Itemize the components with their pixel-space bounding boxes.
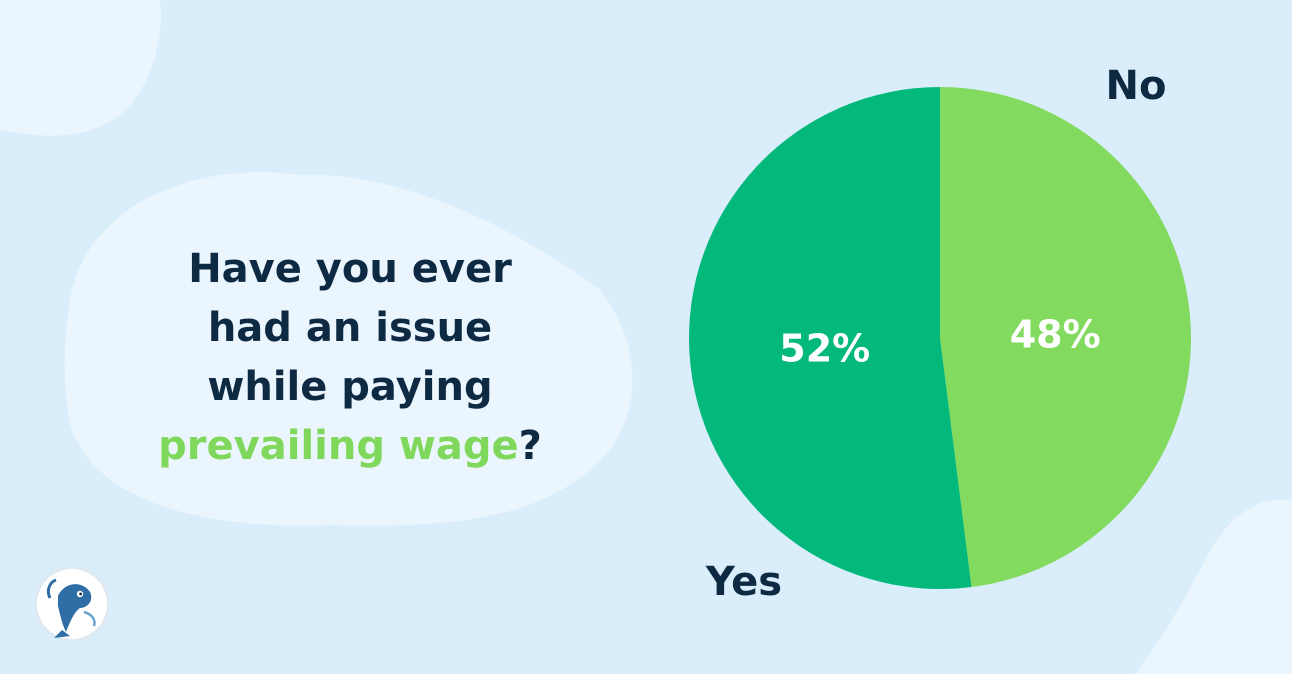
pie-category-label-yes: Yes	[705, 559, 782, 605]
question-line-4: prevailing wage?	[110, 417, 590, 476]
company-logo	[35, 567, 109, 641]
background-blob-bottom-right	[1135, 499, 1292, 674]
question-line-2: had an issue	[207, 305, 493, 351]
pie-chart: 48% 52% No Yes	[689, 63, 1192, 605]
background-blob-top-left	[0, 0, 161, 136]
pie-value-label-no: 48%	[1010, 312, 1101, 356]
pie-category-label-no: No	[1106, 63, 1167, 109]
fish-mascot-icon	[46, 578, 96, 638]
question-highlight: prevailing wage	[158, 423, 519, 469]
background-blob-center	[64, 172, 633, 526]
pie-slice-yes	[689, 87, 972, 589]
pie-value-label-yes: 52%	[779, 327, 870, 371]
question-mark: ?	[518, 423, 542, 469]
pie-slice-no	[940, 87, 1192, 588]
question-line-1: Have you ever	[188, 246, 512, 292]
question-line-3: while paying	[207, 364, 493, 410]
survey-question: Have you ever had an issue while paying …	[110, 240, 590, 476]
